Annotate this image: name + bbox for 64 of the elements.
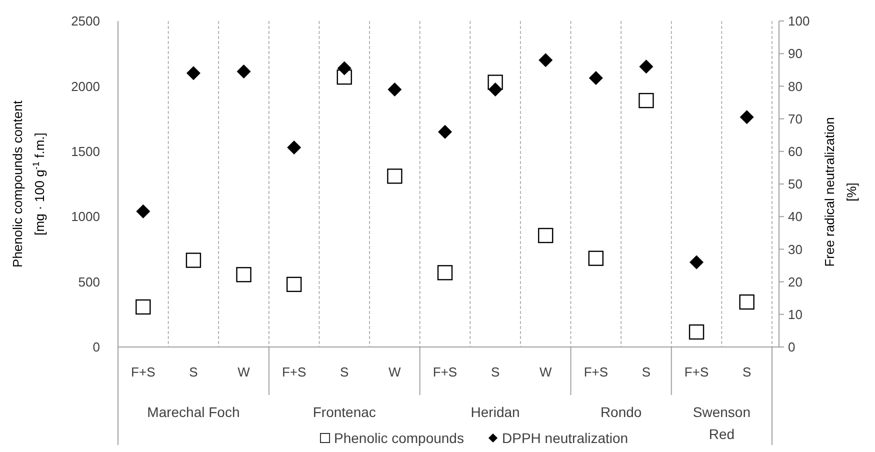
text: Swenson Red bbox=[692, 404, 750, 442]
y2-tick-label: 0 bbox=[788, 340, 796, 355]
point bbox=[638, 92, 654, 108]
y2-tick-label: 100 bbox=[788, 14, 810, 29]
legend-label: Phenolic compounds bbox=[334, 430, 464, 446]
x-tick-label: W bbox=[539, 364, 552, 380]
y2-tick-label: 60 bbox=[788, 144, 802, 159]
point bbox=[186, 66, 200, 80]
y-tick-label: 500 bbox=[78, 274, 100, 290]
point bbox=[236, 64, 251, 79]
x-tick-label: W bbox=[388, 364, 402, 380]
point bbox=[740, 110, 754, 124]
point bbox=[437, 265, 453, 280]
point bbox=[286, 276, 302, 292]
point bbox=[690, 255, 704, 270]
x-tick-label: S bbox=[340, 364, 350, 380]
text: Marechal Foch bbox=[147, 404, 240, 420]
y-tick-label: 1000 bbox=[71, 209, 100, 224]
y2-tick-label: 20 bbox=[788, 274, 802, 290]
y-tick-label: 2500 bbox=[71, 14, 100, 29]
point bbox=[588, 250, 604, 266]
x-tick-label: W bbox=[238, 364, 251, 380]
y2-tick-label: 50 bbox=[788, 176, 802, 192]
point bbox=[588, 71, 603, 86]
point bbox=[488, 82, 502, 96]
x-tick-label: F+S bbox=[684, 364, 709, 380]
y-tick-label: 2000 bbox=[71, 78, 100, 94]
point bbox=[739, 294, 754, 310]
point bbox=[639, 60, 654, 74]
y2-tick-label: 90 bbox=[788, 46, 802, 62]
x-tick-label: F+S bbox=[131, 364, 156, 380]
point bbox=[337, 61, 352, 76]
y2-tick-label: 70 bbox=[788, 111, 802, 126]
point bbox=[136, 204, 150, 218]
point bbox=[538, 53, 553, 68]
y2-tick-label: 40 bbox=[788, 209, 802, 224]
y2-tick-label: 10 bbox=[788, 306, 802, 322]
point bbox=[387, 168, 402, 184]
point bbox=[287, 140, 302, 154]
text: Frontenac bbox=[312, 404, 376, 420]
x-tick-label: F+S bbox=[584, 364, 608, 380]
text: Heridan bbox=[470, 404, 520, 420]
point bbox=[438, 124, 452, 139]
text: Rondo bbox=[600, 404, 642, 420]
point bbox=[688, 324, 704, 340]
point bbox=[236, 267, 252, 282]
y2-tick-label: 80 bbox=[788, 78, 802, 94]
point bbox=[388, 82, 402, 96]
x-tick-label: S bbox=[189, 364, 198, 380]
point bbox=[136, 299, 151, 315]
y-tick-label: 0 bbox=[92, 340, 100, 355]
point bbox=[336, 69, 352, 85]
point bbox=[538, 228, 554, 244]
x-tick-label: S bbox=[642, 364, 651, 380]
x-tick-label: S bbox=[490, 364, 500, 380]
point bbox=[186, 252, 202, 268]
y2-axis-title: Free radical neutralization [%] bbox=[822, 117, 859, 267]
x-tick-label: F+S bbox=[432, 364, 458, 380]
x-tick-label: S bbox=[742, 364, 752, 380]
point bbox=[488, 74, 503, 90]
legend-label: DPPH neutralization bbox=[502, 430, 628, 446]
x-tick-label: F+S bbox=[282, 364, 306, 380]
y2-tick-label: 30 bbox=[788, 242, 802, 257]
y-tick-label: 1500 bbox=[71, 144, 100, 159]
